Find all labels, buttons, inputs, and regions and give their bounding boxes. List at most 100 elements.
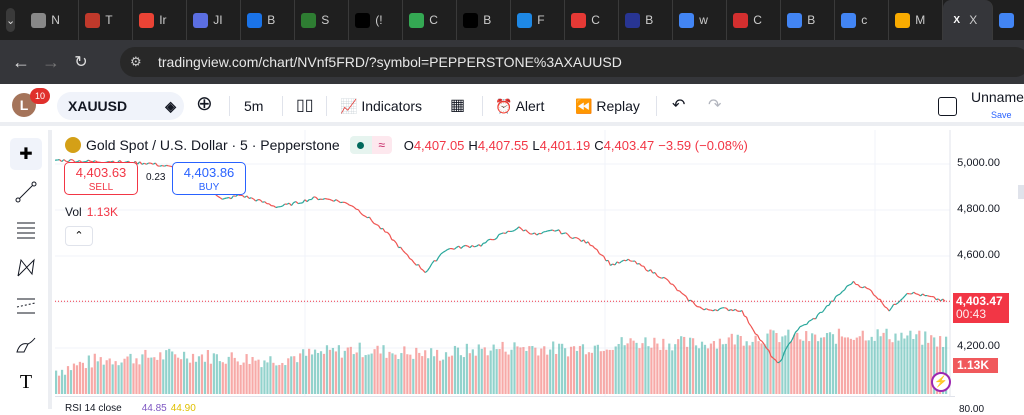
browser-tab[interactable]: Ir [133,0,187,40]
volume-bar [198,356,200,394]
browser-tab[interactable]: C [727,0,781,40]
browser-tab[interactable]: JI [187,0,241,40]
url-bar[interactable]: ⚙ tradingview.com/chart/NVnf5FRD/?symbol=… [120,47,1024,77]
volume-bar [359,343,361,394]
price-candle [622,260,624,261]
browser-tab[interactable]: w [673,0,727,40]
price-candle [682,293,684,295]
browser-tab[interactable]: M [889,0,943,40]
price-candle [387,232,389,234]
compare-plus-icon[interactable]: ⊕ [196,90,213,118]
trend-line-icon[interactable] [10,176,42,208]
undo-icon[interactable]: ↶ [672,92,685,120]
layout-checkbox-icon[interactable] [938,97,957,116]
browser-tab[interactable]: c [835,0,889,40]
price-candle [256,200,258,201]
pattern-icon[interactable] [10,252,42,284]
forward-button[interactable]: → [36,52,66,73]
reload-button[interactable]: ↻ [66,52,96,72]
text-tool-icon[interactable]: T [10,366,42,398]
symbol-title[interactable]: Gold Spot / U.S. Dollar · 5 · Pepperston… [86,137,340,153]
browser-tab[interactable]: (! [349,0,403,40]
browser-tab[interactable]: T [79,0,133,40]
crosshair-icon[interactable]: ✚ [10,138,42,170]
tab-title: C [753,13,762,27]
volume-bar [650,348,652,394]
save-link[interactable]: Save [991,110,1012,120]
price-candle [934,297,936,300]
tab-search-button[interactable]: ⌄ [6,8,15,32]
drawing-toolbar: ✚ T [0,130,52,409]
brush-icon[interactable] [10,328,42,360]
volume-bar [415,348,417,394]
browser-tab[interactable] [993,0,1024,40]
volume-bar [382,345,384,394]
pane-divider[interactable] [55,396,955,397]
price-candle [555,230,557,231]
ohlc-change: −3.59 (−0.08%) [658,138,748,153]
gmail-icon [139,13,154,28]
browser-tab[interactable]: N [25,0,79,40]
alert-button[interactable]: ⏰ Alert [495,92,544,120]
volume-bar [606,350,608,394]
site-info-icon[interactable]: ⚙ [130,54,142,70]
redo-icon[interactable]: ↷ [708,92,721,120]
browser-tab[interactable]: B [241,0,295,40]
layouts-grid-icon[interactable]: ▦ [450,92,465,120]
price-candle [390,235,392,240]
volume-bar [472,349,474,394]
price-candle [889,308,891,311]
diamond-icon[interactable]: ◈ [165,92,176,120]
collapse-legend-button[interactable]: ⌃ [65,226,93,246]
back-button[interactable]: ← [6,52,36,73]
price-candle [579,239,581,241]
candles-icon[interactable]: ▯▯ [296,92,314,120]
browser-tab[interactable]: S [295,0,349,40]
wave-icon[interactable]: ≈ [372,136,392,154]
browser-tab[interactable]: B [457,0,511,40]
indicators-button[interactable]: 📈 Indicators [340,92,422,120]
volume-bar [871,337,873,394]
url-text[interactable]: tradingview.com/chart/NVnf5FRD/?symbol=P… [158,54,622,70]
price-candle [726,308,728,310]
volume-bar [365,355,367,394]
market-open-icon[interactable] [350,136,372,154]
price-candle [599,254,601,255]
fib-retracement-icon[interactable] [10,214,42,246]
volume-bar [618,344,620,394]
replay-button[interactable]: ⏪ Replay [575,92,640,120]
lightning-icon[interactable]: ⚡ [931,372,951,392]
scale-scrollbar[interactable] [1018,185,1024,199]
price-candle [916,294,918,295]
price-candle [370,217,372,221]
price-candle [354,207,356,209]
browser-tab[interactable]: C [565,0,619,40]
volume-bar [680,336,682,394]
layout-name-button[interactable]: UnnamedSave [971,89,1024,117]
volume-bar [132,363,134,394]
volume-bar [391,353,393,394]
price-candle [628,259,630,261]
chart-pane[interactable]: Gold Spot / U.S. Dollar · 5 · Pepperston… [55,130,1024,409]
browser-tab[interactable]: B [619,0,673,40]
price-candle [274,206,276,208]
price-candle [597,250,599,254]
price-candle [448,249,450,250]
browser-tab[interactable]: F [511,0,565,40]
price-candle [584,240,586,243]
volume-bar [612,350,614,394]
forecast-icon[interactable] [10,290,42,322]
drive-icon [409,13,424,28]
volume-bar [278,365,280,394]
price-candle [760,340,762,341]
interval-button[interactable]: 5m [244,92,263,120]
price-candle [912,292,914,294]
symbol-search[interactable]: XAUUSD◈ [57,92,184,120]
price-candle [927,296,929,297]
price-candle [59,160,61,162]
browser-tab[interactable]: B [781,0,835,40]
browser-tab[interactable]: C [403,0,457,40]
